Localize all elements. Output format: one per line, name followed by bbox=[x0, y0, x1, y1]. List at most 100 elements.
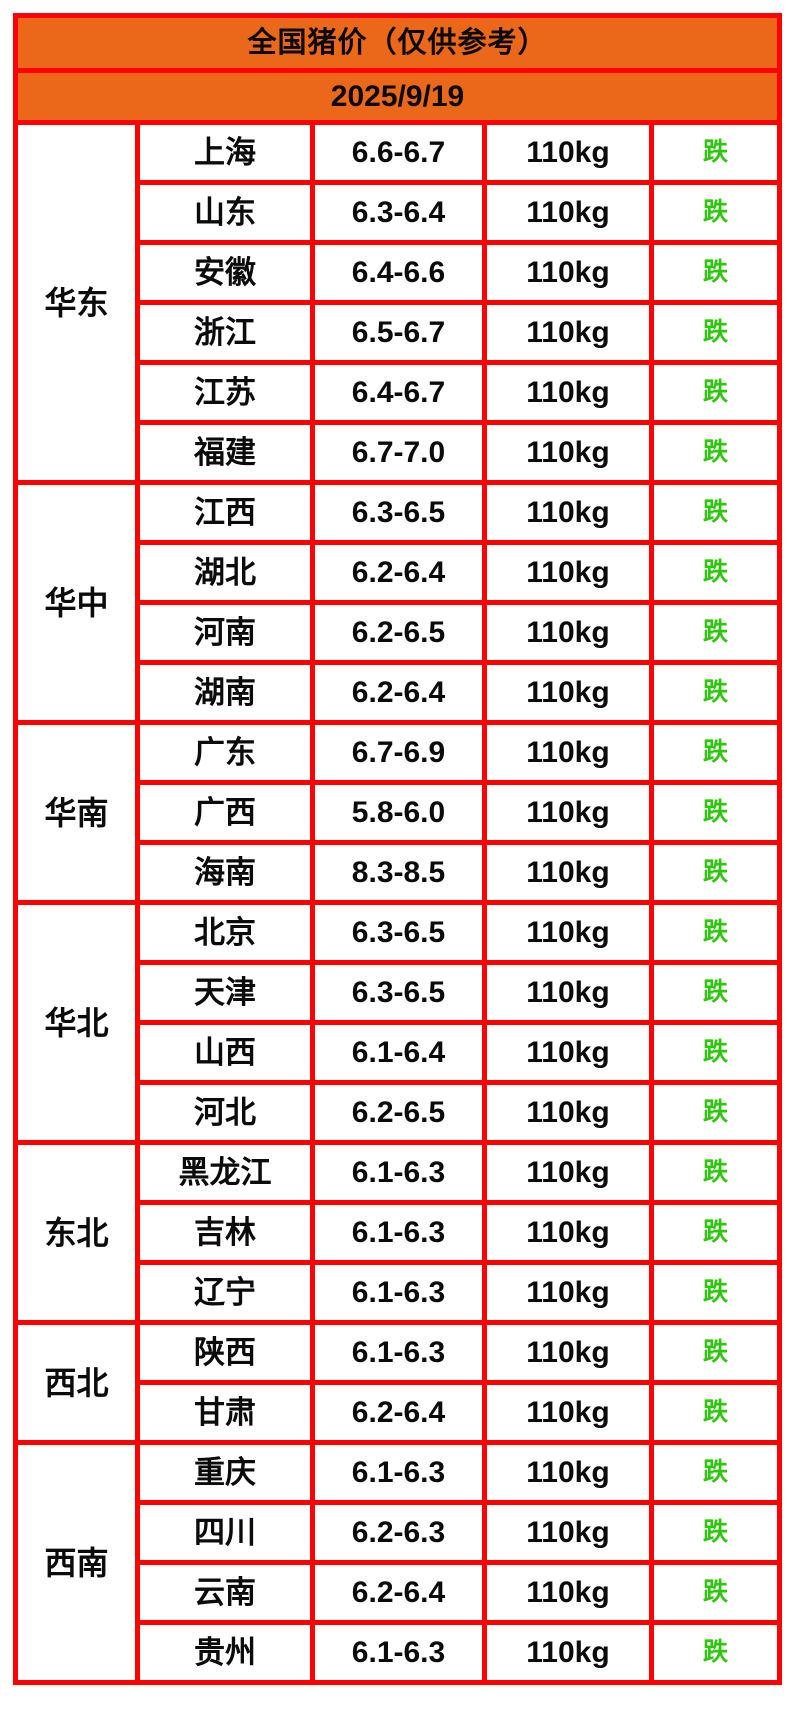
table-row: 华北 北京 6.3-6.5 110kg 跌 bbox=[13, 900, 783, 1145]
region-cell: 西北 bbox=[13, 1320, 140, 1445]
price-cell: 6.4-6.6 bbox=[310, 240, 487, 305]
weight-cell: 110kg bbox=[482, 1320, 654, 1385]
status-cell: 跌 bbox=[648, 900, 783, 965]
province-cell: 湖北 bbox=[135, 540, 315, 605]
weight-cell: 110kg bbox=[482, 1500, 654, 1565]
weight-cell: 110kg bbox=[482, 1020, 654, 1085]
status-cell: 跌 bbox=[648, 600, 783, 665]
price-cell: 6.2-6.5 bbox=[310, 1080, 487, 1145]
province-cell: 重庆 bbox=[135, 1440, 315, 1505]
region-cell: 华东 bbox=[13, 120, 140, 485]
status-cell: 跌 bbox=[648, 360, 783, 425]
status-cell: 跌 bbox=[648, 960, 783, 1025]
weight-cell: 110kg bbox=[482, 1560, 654, 1625]
province-cell: 山东 bbox=[135, 180, 315, 245]
province-cell: 河北 bbox=[135, 1080, 315, 1145]
status-cell: 跌 bbox=[648, 1020, 783, 1085]
status-cell: 跌 bbox=[648, 720, 783, 785]
price-cell: 6.2-6.4 bbox=[310, 660, 487, 725]
status-cell: 跌 bbox=[648, 180, 783, 245]
region-cell: 西南 bbox=[13, 1440, 140, 1685]
status-cell: 跌 bbox=[648, 660, 783, 725]
province-cell: 辽宁 bbox=[135, 1260, 315, 1325]
table-row: 云南 6.2-6.4 110kg 跌 bbox=[16, 1560, 783, 1625]
date-label: 2025/9/19 bbox=[12, 68, 783, 125]
weight-cell: 110kg bbox=[482, 1200, 654, 1265]
region-cell: 华南 bbox=[13, 720, 140, 905]
price-cell: 6.7-6.9 bbox=[310, 720, 487, 785]
price-cell: 6.7-7.0 bbox=[310, 420, 487, 485]
province-cell: 上海 bbox=[135, 120, 315, 185]
status-cell: 跌 bbox=[648, 1260, 783, 1325]
weight-cell: 110kg bbox=[482, 180, 654, 245]
price-cell: 6.1-6.3 bbox=[310, 1320, 487, 1385]
table-row: 河南 6.2-6.5 110kg 跌 bbox=[16, 600, 783, 665]
province-cell: 云南 bbox=[135, 1560, 315, 1625]
weight-cell: 110kg bbox=[482, 540, 654, 605]
price-cell: 8.3-8.5 bbox=[310, 840, 487, 905]
province-cell: 贵州 bbox=[135, 1620, 315, 1685]
table-row: 四川 6.2-6.3 110kg 跌 bbox=[16, 1500, 783, 1565]
weight-cell: 110kg bbox=[482, 1260, 654, 1325]
table-row: 贵州 6.1-6.3 110kg 跌 bbox=[16, 1620, 783, 1685]
price-cell: 6.2-6.4 bbox=[310, 1380, 487, 1445]
province-cell: 浙江 bbox=[135, 300, 315, 365]
price-cell: 6.1-6.3 bbox=[310, 1440, 487, 1505]
table-row: 山东 6.3-6.4 110kg 跌 bbox=[16, 180, 783, 245]
status-cell: 跌 bbox=[648, 300, 783, 365]
price-cell: 6.1-6.3 bbox=[310, 1200, 487, 1265]
price-cell: 6.5-6.7 bbox=[310, 300, 487, 365]
weight-cell: 110kg bbox=[482, 600, 654, 665]
province-cell: 山西 bbox=[135, 1020, 315, 1085]
province-cell: 陕西 bbox=[135, 1320, 315, 1385]
price-cell: 6.1-6.3 bbox=[310, 1140, 487, 1205]
table-row: 山西 6.1-6.4 110kg 跌 bbox=[16, 1020, 783, 1085]
price-cell: 6.6-6.7 bbox=[310, 120, 487, 185]
price-cell: 6.2-6.3 bbox=[310, 1500, 487, 1565]
province-cell: 北京 bbox=[135, 900, 315, 965]
province-cell: 广西 bbox=[135, 780, 315, 845]
table-row: 天津 6.3-6.5 110kg 跌 bbox=[16, 960, 783, 1025]
price-cell: 6.2-6.4 bbox=[310, 1560, 487, 1625]
weight-cell: 110kg bbox=[482, 1140, 654, 1205]
status-cell: 跌 bbox=[648, 1140, 783, 1205]
table-title: 全国猪价（仅供参考） bbox=[12, 13, 783, 73]
status-cell: 跌 bbox=[648, 240, 783, 305]
weight-cell: 110kg bbox=[482, 240, 654, 305]
status-cell: 跌 bbox=[648, 120, 783, 185]
price-cell: 6.4-6.7 bbox=[310, 360, 487, 425]
province-cell: 广东 bbox=[135, 720, 315, 785]
weight-cell: 110kg bbox=[482, 480, 654, 545]
province-cell: 河南 bbox=[135, 600, 315, 665]
status-cell: 跌 bbox=[648, 480, 783, 545]
weight-cell: 110kg bbox=[482, 1620, 654, 1685]
table-row: 河北 6.2-6.5 110kg 跌 bbox=[16, 1080, 783, 1145]
table-row: 辽宁 6.1-6.3 110kg 跌 bbox=[16, 1260, 783, 1325]
weight-cell: 110kg bbox=[482, 120, 654, 185]
price-cell: 6.3-6.5 bbox=[310, 960, 487, 1025]
price-cell: 6.2-6.5 bbox=[310, 600, 487, 665]
province-cell: 吉林 bbox=[135, 1200, 315, 1265]
price-cell: 6.3-6.5 bbox=[310, 900, 487, 965]
table-row: 东北 黑龙江 6.1-6.3 110kg 跌 bbox=[13, 1140, 783, 1325]
weight-cell: 110kg bbox=[482, 840, 654, 905]
province-cell: 天津 bbox=[135, 960, 315, 1025]
status-cell: 跌 bbox=[648, 1620, 783, 1685]
table-row: 华东 上海 6.6-6.7 110kg 跌 bbox=[13, 120, 783, 485]
price-cell: 5.8-6.0 bbox=[310, 780, 487, 845]
weight-cell: 110kg bbox=[482, 360, 654, 425]
pig-price-table: 全国猪价（仅供参考） 2025/9/19 华东 上海 6.6-6.7 110kg 跌山东… bbox=[12, 13, 783, 1685]
province-cell: 海南 bbox=[135, 840, 315, 905]
status-cell: 跌 bbox=[648, 420, 783, 485]
table-row: 甘肃 6.2-6.4 110kg 跌 bbox=[16, 1380, 783, 1445]
status-cell: 跌 bbox=[648, 1200, 783, 1265]
price-cell: 6.1-6.3 bbox=[310, 1260, 487, 1325]
table-row: 西北 陕西 6.1-6.3 110kg 跌 bbox=[13, 1320, 783, 1445]
weight-cell: 110kg bbox=[482, 960, 654, 1025]
province-cell: 黑龙江 bbox=[135, 1140, 315, 1205]
status-cell: 跌 bbox=[648, 1320, 783, 1385]
table-row: 福建 6.7-7.0 110kg 跌 bbox=[16, 420, 783, 485]
table-row: 湖北 6.2-6.4 110kg 跌 bbox=[16, 540, 783, 605]
province-cell: 甘肃 bbox=[135, 1380, 315, 1445]
